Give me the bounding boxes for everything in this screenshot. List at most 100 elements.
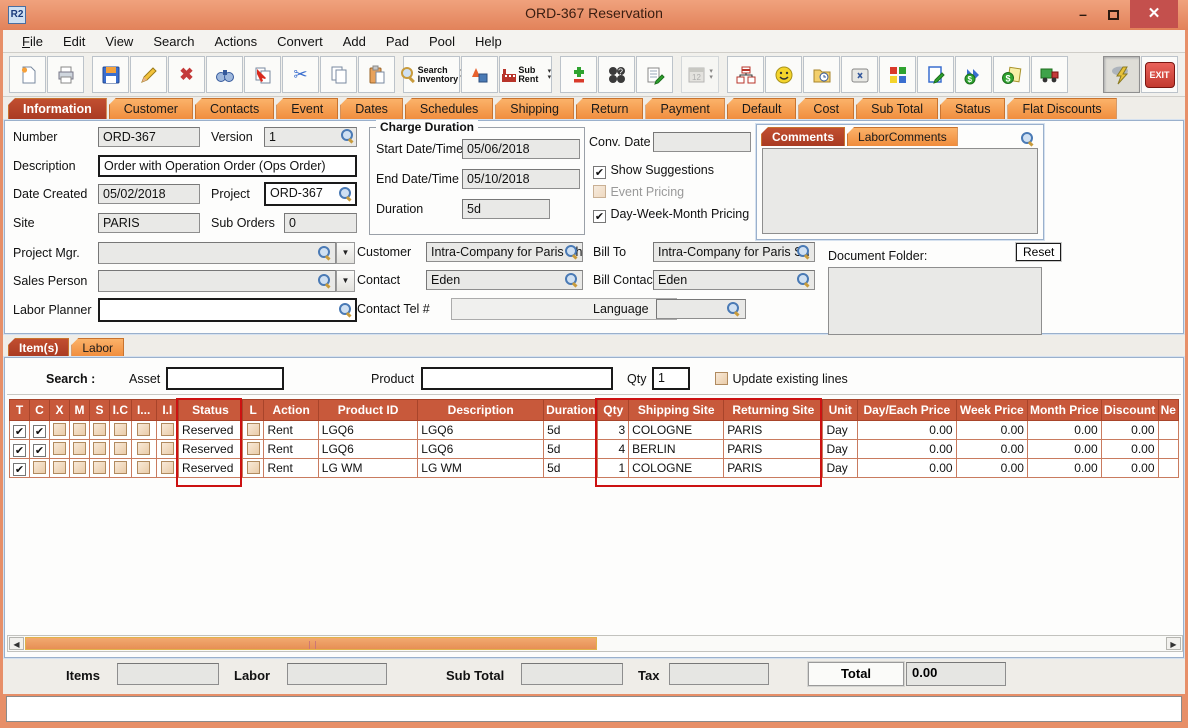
horizontal-scrollbar[interactable]: ◀ ▶: [7, 635, 1183, 652]
sales-person-search-icon[interactable]: [318, 274, 332, 288]
cell-discount[interactable]: 0.00: [1100, 420, 1159, 440]
menu-edit[interactable]: Edit: [62, 33, 86, 49]
tab-labor-comments[interactable]: LaborComments: [847, 127, 958, 146]
sales-person-field[interactable]: [98, 270, 336, 292]
row-checkbox-i-i[interactable]: [160, 423, 174, 436]
bill-contact-search-icon[interactable]: [797, 273, 811, 287]
cell-product_id[interactable]: LG WM: [317, 458, 419, 478]
cell-product_id[interactable]: LGQ6: [317, 420, 419, 440]
sub-rent-dropdown-icon[interactable]: ▾ ▾: [547, 67, 552, 81]
row-checkbox-s[interactable]: [93, 461, 106, 474]
sub-rent-button[interactable]: Sub Rent ▾ ▾: [499, 56, 553, 93]
row-checkbox-x[interactable]: [53, 442, 66, 455]
row-checkbox-c[interactable]: ✔: [33, 444, 46, 457]
language-search-icon[interactable]: [727, 302, 741, 316]
tab-return[interactable]: Return: [575, 98, 644, 120]
asset-input[interactable]: [166, 367, 284, 390]
cell-shipping_site[interactable]: COLOGNE: [628, 420, 725, 440]
bill-contact-field[interactable]: Eden: [653, 270, 815, 290]
row-checkbox-i-c[interactable]: [113, 442, 127, 455]
cell-shipping_site[interactable]: COLOGNE: [628, 458, 725, 478]
cell-day_each_price[interactable]: 0.00: [857, 458, 957, 478]
group-button[interactable]: ?: [598, 56, 636, 93]
table-row[interactable]: ✔ Reserved Rent LG WM LG WM 5d 1 COLOGNE PARIS Da…: [9, 458, 1180, 478]
menu-actions[interactable]: Actions: [214, 33, 258, 49]
row-checkbox-i-[interactable]: [137, 442, 151, 455]
col-header-description[interactable]: Description: [417, 399, 545, 421]
keyboard-button[interactable]: [841, 56, 879, 93]
contact-search-icon[interactable]: [565, 273, 579, 287]
col-header-l[interactable]: L: [241, 399, 265, 421]
cell-status[interactable]: Reserved: [178, 458, 243, 478]
start-date-field[interactable]: 05/06/2018: [462, 139, 580, 159]
cell-duration[interactable]: 5d: [543, 420, 599, 440]
cell-returning_site[interactable]: PARIS: [723, 439, 824, 459]
contact-field[interactable]: Eden: [426, 270, 583, 290]
cell-description[interactable]: LGQ6: [417, 420, 545, 440]
row-checkbox-l[interactable]: [246, 423, 260, 436]
cell-unit[interactable]: Day: [822, 420, 859, 440]
menu-add[interactable]: Add: [342, 33, 366, 49]
notes-button[interactable]: [636, 56, 674, 93]
col-header-t[interactable]: T: [9, 399, 30, 421]
cut-button[interactable]: ✂: [282, 56, 319, 93]
cell-product_id[interactable]: LGQ6: [317, 439, 419, 459]
cell-week_price[interactable]: 0.00: [955, 458, 1028, 478]
scroll-right-arrow[interactable]: ▶: [1166, 637, 1181, 650]
menu-file[interactable]: File: [22, 33, 43, 49]
row-checkbox-s[interactable]: [93, 442, 106, 455]
cell-month_price[interactable]: 0.00: [1026, 420, 1102, 440]
menu-pad[interactable]: Pad: [385, 33, 409, 49]
row-checkbox-i-[interactable]: [137, 423, 151, 436]
row-checkbox-i-[interactable]: [137, 461, 151, 474]
tab-cost[interactable]: Cost: [798, 98, 855, 120]
tab-labor[interactable]: Labor: [71, 338, 125, 357]
tab-information[interactable]: Information: [8, 98, 107, 120]
cell-action[interactable]: Rent: [263, 439, 319, 459]
col-header-c[interactable]: C: [29, 399, 50, 421]
cell-returning_site[interactable]: PARIS: [723, 420, 824, 440]
history-folder-button[interactable]: [803, 56, 841, 93]
cell-ne[interactable]: [1157, 458, 1180, 478]
row-checkbox-i-i[interactable]: [160, 461, 174, 474]
row-checkbox-t[interactable]: ✔: [13, 463, 26, 476]
row-checkbox-i-c[interactable]: [113, 461, 127, 474]
day-week-month-checkbox[interactable]: ✔: [593, 210, 606, 223]
show-suggestions-checkbox[interactable]: ✔: [593, 166, 606, 179]
cell-description[interactable]: LGQ6: [417, 439, 545, 459]
row-checkbox-l[interactable]: [246, 442, 260, 455]
customer-search-icon[interactable]: [565, 245, 579, 259]
col-header-product-id[interactable]: Product ID: [317, 399, 419, 421]
show-suggestions-option[interactable]: ✔ Show Suggestions: [593, 161, 714, 179]
product-input[interactable]: [421, 367, 613, 390]
tab-comments[interactable]: Comments: [761, 127, 846, 146]
tab-default[interactable]: Default: [726, 98, 797, 120]
title-bar[interactable]: R2 ORD-367 Reservation – ✕: [0, 0, 1188, 30]
add-remove-button[interactable]: [560, 56, 598, 93]
row-checkbox-s[interactable]: [93, 423, 106, 436]
cell-week_price[interactable]: 0.00: [955, 420, 1028, 440]
labor-planner-field[interactable]: [98, 298, 357, 322]
save-button[interactable]: [92, 56, 129, 93]
version-field[interactable]: 1: [264, 127, 357, 147]
col-header-shipping-site[interactable]: Shipping Site: [628, 399, 725, 421]
contact-button[interactable]: [765, 56, 803, 93]
cell-qty[interactable]: 4: [597, 439, 630, 459]
col-header-ne[interactable]: Ne: [1157, 399, 1180, 421]
col-header-returning-site[interactable]: Returning Site: [723, 399, 824, 421]
project-mgr-search-icon[interactable]: [318, 246, 332, 260]
project-mgr-field[interactable]: [98, 242, 336, 264]
row-checkbox-l[interactable]: [246, 461, 260, 474]
cell-unit[interactable]: Day: [822, 439, 859, 459]
col-header-qty[interactable]: Qty: [597, 399, 630, 421]
end-date-field[interactable]: 05/10/2018: [462, 169, 580, 189]
cell-ne[interactable]: [1157, 420, 1180, 440]
edit-note-button[interactable]: [917, 56, 955, 93]
update-existing-lines-checkbox[interactable]: [715, 372, 728, 385]
row-checkbox-i-c[interactable]: [113, 423, 127, 436]
col-header-i-c[interactable]: I.C: [109, 399, 132, 421]
scrollbar-thumb[interactable]: [25, 637, 597, 650]
cell-qty[interactable]: 3: [597, 420, 630, 440]
cell-discount[interactable]: 0.00: [1100, 439, 1159, 459]
kit-button[interactable]: [879, 56, 917, 93]
